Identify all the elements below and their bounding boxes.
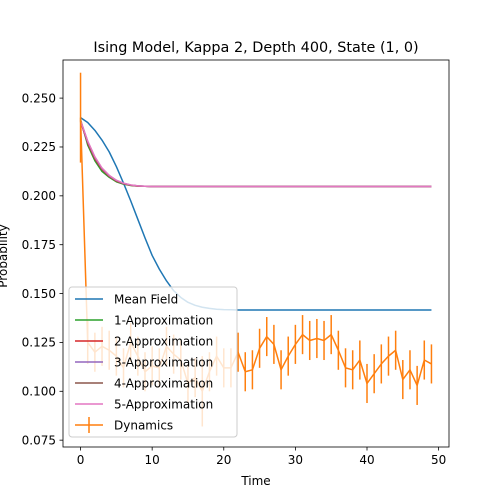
x-tick-label: 10 [145, 453, 160, 467]
legend-label-mean-field: Mean Field [114, 292, 178, 306]
x-tick-label: 40 [359, 453, 374, 467]
y-tick-label: 0.150 [22, 287, 56, 301]
y-tick-label: 0.100 [22, 384, 56, 398]
x-axis-label: Time [240, 474, 270, 488]
x-tick-label: 0 [77, 453, 85, 467]
x-tick-label: 30 [288, 453, 303, 467]
y-tick-label: 0.075 [22, 433, 56, 447]
x-tick-label: 20 [216, 453, 231, 467]
legend-label-1-approximation: 1-Approximation [114, 313, 213, 327]
legend-label-4-approximation: 4-Approximation [114, 376, 213, 390]
y-tick-label: 0.175 [22, 238, 56, 252]
legend-label-3-approximation: 3-Approximation [114, 355, 213, 369]
y-axis-label: Probability [0, 224, 10, 287]
y-tick-label: 0.250 [22, 91, 56, 105]
x-tick-label: 50 [431, 453, 446, 467]
y-tick-label: 0.225 [22, 140, 56, 154]
legend-label-5-approximation: 5-Approximation [114, 397, 213, 411]
y-tick-label: 0.125 [22, 336, 56, 350]
legend-label-dynamics: Dynamics [114, 418, 173, 432]
legend-label-2-approximation: 2-Approximation [114, 334, 213, 348]
legend: Mean Field 1-Approximation 2-Approximation… [69, 287, 237, 437]
chart-title: Ising Model, Kappa 2, Depth 400, State (… [93, 40, 418, 56]
y-tick-label: 0.200 [22, 189, 56, 203]
